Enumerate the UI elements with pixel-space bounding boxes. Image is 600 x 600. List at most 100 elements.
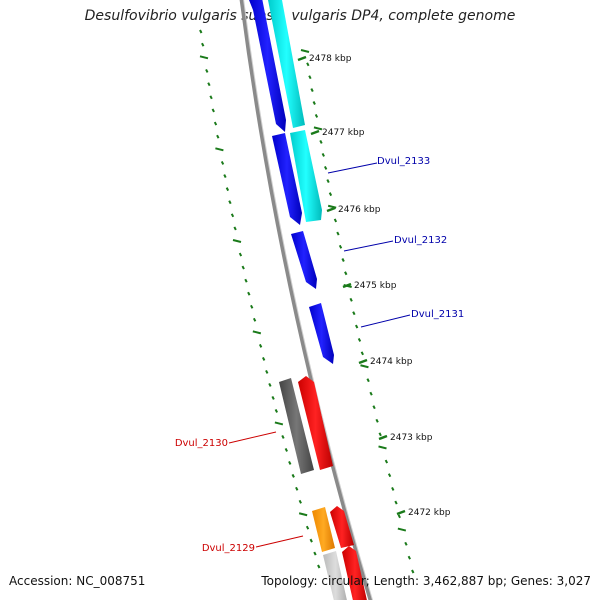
gc-tick xyxy=(312,101,316,105)
gc-tick xyxy=(313,551,317,556)
gc-tick xyxy=(262,356,266,361)
feature-orange[interactable] xyxy=(312,507,335,552)
gc-tick xyxy=(207,82,211,87)
rna-feature-cyan-2[interactable] xyxy=(290,130,322,222)
gc-tick xyxy=(205,69,209,73)
kbp-label: 2472 kbp xyxy=(408,508,451,518)
gc-skew-outer-ticks xyxy=(300,49,415,574)
kbp-major-tick xyxy=(396,509,406,516)
gc-tick xyxy=(308,75,312,80)
gc-tick xyxy=(349,297,353,302)
gene-leader-line xyxy=(228,431,277,444)
kbp-major-tick xyxy=(342,282,352,289)
gc-tick xyxy=(230,213,235,218)
gc-tick xyxy=(238,252,243,257)
gc-tick xyxy=(357,337,362,342)
gc-tick xyxy=(319,139,323,144)
gc-tick xyxy=(211,108,215,113)
gc-tick xyxy=(355,324,359,329)
gc-tick xyxy=(213,121,218,126)
cds-feature-dvul-2129[interactable] xyxy=(330,506,354,548)
feature-gray[interactable] xyxy=(279,378,314,474)
genome-backbone xyxy=(239,0,373,600)
gc-tick xyxy=(338,244,343,249)
gene-leader-line xyxy=(343,240,394,252)
cds-feature-red-partial[interactable] xyxy=(342,546,368,600)
gc-tick xyxy=(274,409,278,413)
gc-tick xyxy=(291,473,295,478)
gc-tick xyxy=(333,218,338,223)
gc-tick xyxy=(360,351,364,356)
gene-label[interactable]: Dvul_2129 xyxy=(202,543,255,554)
gc-tick xyxy=(372,405,376,410)
gc-tick xyxy=(404,541,408,546)
gc-tick xyxy=(298,499,302,504)
kbp-major-tick xyxy=(378,434,388,441)
kbp-label: 2473 kbp xyxy=(390,433,433,443)
gene-label-leaders: Dvul_2133 Dvul_2132 Dvul_2131 Dvul_2130 Dvul… xyxy=(175,156,464,554)
gc-tick xyxy=(252,317,257,322)
map-title: Desulfovibrio vulgaris subsp. vulgaris D… xyxy=(84,8,516,24)
kbp-major-tick xyxy=(358,358,368,365)
gc-tick xyxy=(326,179,330,183)
cds-feature-dvul-2130[interactable] xyxy=(298,376,333,470)
cds-feature-dvul-2131[interactable] xyxy=(309,303,334,364)
gene-label[interactable]: Dvul_2131 xyxy=(411,309,464,320)
gc-tick xyxy=(265,369,269,374)
gc-tick xyxy=(387,473,392,478)
gc-tick xyxy=(220,160,225,165)
kbp-label: 2475 kbp xyxy=(354,281,397,291)
genome-summary: Topology: circular; Length: 3,462,887 bp… xyxy=(261,574,591,588)
kbp-ruler: 2478 kbp 2477 kbp 2476 kbp 2475 kbp 2474 kbp… xyxy=(297,54,451,518)
cds-feature-dvul-2132[interactable] xyxy=(291,231,317,289)
gc-tick xyxy=(300,49,310,53)
gc-tick xyxy=(225,187,230,192)
gc-tick xyxy=(199,29,203,34)
gc-tick xyxy=(394,500,398,505)
accession-label: Accession: NC_008751 xyxy=(9,574,146,588)
gc-tick xyxy=(247,291,251,296)
gc-tick xyxy=(216,134,220,139)
gc-tick xyxy=(407,555,411,560)
gc-tick xyxy=(375,418,379,423)
kbp-major-tick xyxy=(297,55,307,62)
cds-feature-blue[interactable] xyxy=(249,0,286,132)
genome-backbone-highlight xyxy=(243,0,374,600)
gene-leader-line xyxy=(360,314,411,328)
gc-tick xyxy=(411,569,415,574)
gc-tick xyxy=(252,330,262,335)
gc-tick xyxy=(369,391,373,396)
gc-tick xyxy=(223,174,227,178)
cds-feature-dvul-2133[interactable] xyxy=(272,133,302,225)
gc-tick xyxy=(295,486,299,491)
gene-label[interactable]: Dvul_2133 xyxy=(377,156,430,167)
gene-label[interactable]: Dvul_2130 xyxy=(175,438,228,449)
gc-tick xyxy=(250,304,254,309)
gene-leader-line xyxy=(327,162,378,174)
gc-tick xyxy=(258,343,263,348)
gc-tick xyxy=(384,459,389,464)
kbp-label: 2474 kbp xyxy=(370,357,413,367)
gc-tick xyxy=(241,265,245,270)
gc-skew-inner-ticks xyxy=(199,29,321,569)
gene-label[interactable]: Dvul_2132 xyxy=(394,235,447,246)
gc-tick xyxy=(366,378,370,383)
gc-tick xyxy=(284,447,288,452)
kbp-major-tick xyxy=(326,206,336,213)
gc-tick xyxy=(268,382,272,387)
gc-tick xyxy=(397,527,407,532)
gene-leader-line xyxy=(255,535,304,548)
gc-tick xyxy=(232,239,242,243)
feature-light-gray[interactable] xyxy=(323,551,348,600)
gc-tick xyxy=(244,278,248,283)
gc-tick xyxy=(305,525,310,530)
gc-tick xyxy=(317,564,321,569)
gc-tick xyxy=(274,421,284,426)
gc-tick xyxy=(271,396,275,400)
gc-tick xyxy=(201,42,205,47)
gc-tick xyxy=(321,152,325,157)
gc-tick xyxy=(215,147,224,152)
rna-feature-cyan[interactable] xyxy=(268,0,305,128)
